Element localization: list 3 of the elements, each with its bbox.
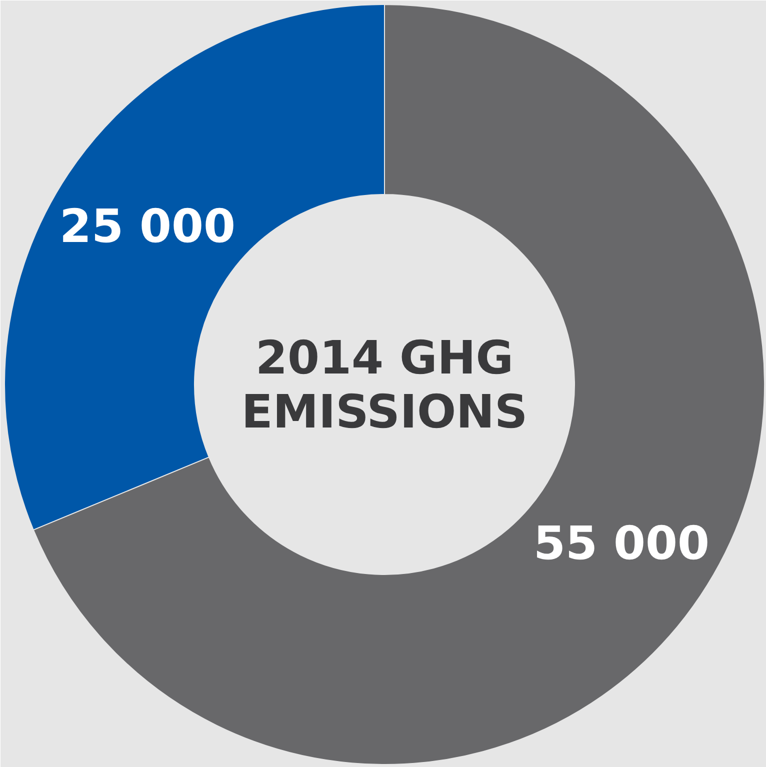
text: 2014 GHG EMISSIONS	[241, 330, 528, 438]
data-label: 55 000	[533, 516, 710, 570]
data-label: 25 000	[60, 199, 236, 254]
